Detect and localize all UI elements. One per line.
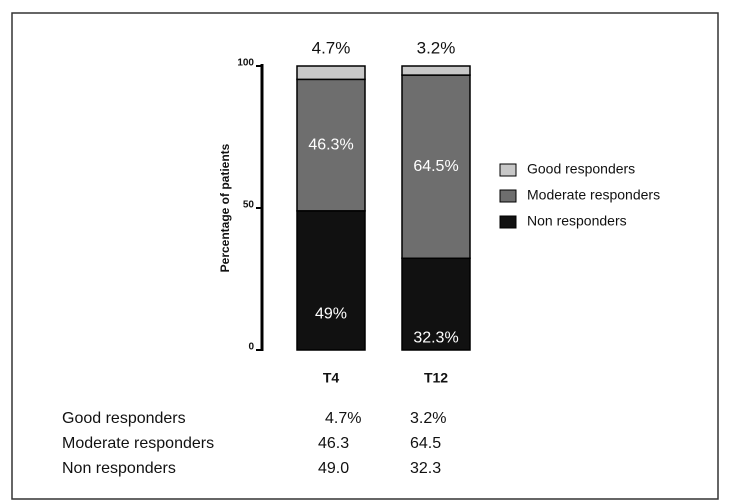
table-row-label: Moderate responders [62,435,214,452]
bar-segment [401,74,471,260]
table-cell: 3.2% [410,410,446,427]
value-label: 32.3% [413,329,458,346]
x-tick-label: T4 [323,370,340,386]
y-tick-label: 0 [248,342,254,353]
value-label: 4.7% [312,38,351,57]
legend-label: Good responders [527,161,635,177]
value-label: 49% [315,306,347,323]
bar-segment [296,210,366,351]
table-cell: 64.5 [410,435,441,452]
table-cell: 49.0 [318,460,349,477]
legend-swatch [499,189,517,203]
value-label: 3.2% [417,38,456,57]
y-tick-label: 50 [243,200,255,211]
table-cell: 4.7% [325,410,361,427]
legend-swatch [499,163,517,177]
table-cell: 32.3 [410,460,441,477]
table-row-label: Non responders [62,460,176,477]
y-axis-label: Percentage of patients [218,143,232,272]
bar-segment [296,78,366,212]
legend-swatch [499,215,517,229]
value-label: 46.3% [308,136,353,153]
table-cell: 46.3 [318,435,349,452]
x-tick-label: T12 [424,370,448,386]
legend-label: Non responders [527,213,627,229]
table-row-label: Good responders [62,410,186,427]
bar-segment [401,65,471,76]
bar-segment [296,65,366,81]
frame [11,12,719,500]
y-tick-label: 100 [237,58,254,69]
legend-label: Moderate responders [527,187,660,203]
value-label: 64.5% [413,158,458,175]
